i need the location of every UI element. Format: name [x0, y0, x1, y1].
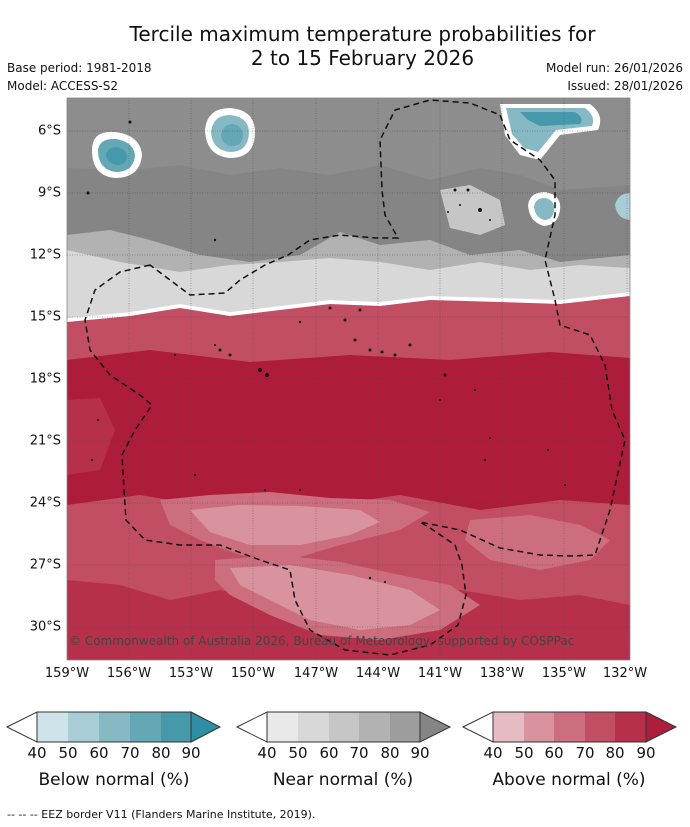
lon-label-159w: 159°W [44, 666, 90, 681]
lat-label-30s: 30°S [29, 619, 61, 635]
legend-below-tick: 60 [89, 744, 109, 762]
lon-label-147w: 147°W [293, 666, 339, 681]
eez-border [84, 99, 626, 656]
lat-label-27s: 27°S [29, 557, 61, 573]
lon-label-138w: 138°W [479, 666, 525, 681]
near-normal-light-patch [440, 185, 505, 235]
legend-below-normal [5, 711, 222, 743]
lat-label-6s: 6°S [37, 123, 61, 139]
legend-above-swatch [493, 712, 524, 742]
title-line-2: 2 to 15 February 2026 [250, 46, 475, 70]
model-name: Model: ACCESS-S2 [7, 79, 119, 93]
legend-near-swatch [298, 712, 329, 742]
legend-above-tick: 50 [514, 744, 534, 762]
legend-below-swatch [99, 712, 130, 742]
islands [86, 120, 566, 583]
legend-above-arrow-left [461, 711, 494, 743]
lat-label-12s: 12°S [29, 247, 61, 263]
legend-near-tick: 80 [380, 744, 400, 762]
legend-above-swatch [615, 712, 646, 742]
legend-above-arrow-right [645, 711, 678, 743]
legend-above-tick: 90 [636, 744, 656, 762]
legend-near-tick: 70 [349, 744, 369, 762]
legend-near-swatch [267, 712, 298, 742]
legend-near-swatch [359, 712, 390, 742]
issued-date: Issued: 28/01/2026 [567, 79, 683, 93]
graticule [67, 98, 630, 660]
lon-label-132w: 132°W [602, 666, 648, 681]
legend-near-arrow-left [235, 711, 268, 743]
legend-near-tick: 50 [288, 744, 308, 762]
base-period: Base period: 1981-2018 [7, 61, 152, 75]
legend-below-tick: 50 [58, 744, 78, 762]
lat-label-9s: 9°S [37, 185, 61, 201]
near-normal-transition-band [67, 250, 630, 318]
legend-above-tick: 40 [483, 744, 503, 762]
legend-below-swatch [68, 712, 99, 742]
legend-above-normal [461, 711, 678, 743]
lat-label-24s: 24°S [29, 495, 61, 511]
map-title: Tercile maximum temperature probabilitie… [0, 22, 690, 70]
lon-label-156w: 156°W [106, 666, 152, 681]
lon-label-135w: 135°W [541, 666, 587, 681]
lat-label-18s: 18°S [29, 371, 61, 387]
legend-near-tick: 60 [319, 744, 339, 762]
lon-label-141w: 141°W [417, 666, 463, 681]
legend-above-swatch [585, 712, 615, 742]
above-normal-90-band [67, 350, 630, 510]
legend-near-title: Near normal (%) [272, 770, 414, 790]
lon-label-144w: 144°W [355, 666, 401, 681]
legend-below-swatch [130, 712, 161, 742]
legend-below-arrow-left [5, 711, 38, 743]
legend-above-swatch [554, 712, 585, 742]
above-normal-70-east-patch [465, 515, 610, 570]
lat-label-21s: 21°S [29, 433, 61, 449]
lon-label-153w: 153°W [168, 666, 214, 681]
legend-near-tick: 40 [257, 744, 277, 762]
legend-below-title: Below normal (%) [38, 770, 190, 790]
meta-left: Base period: 1981-2018 Model: ACCESS-S2 [7, 59, 152, 95]
legend-above-tick: 70 [575, 744, 595, 762]
legend-below-tick: 90 [181, 744, 201, 762]
legend-near-swatch [329, 712, 359, 742]
legend-below-arrow-right [190, 711, 222, 743]
copyright-text: © Commonwealth of Australia 2026, Bureau… [69, 634, 574, 648]
legend-below-tick: 80 [151, 744, 171, 762]
map-frame [66, 97, 631, 661]
legend-below-tick: 70 [120, 744, 140, 762]
legend-above-tick: 80 [605, 744, 625, 762]
lat-label-15s: 15°S [29, 309, 61, 325]
legend-near-normal [235, 711, 452, 743]
legend-near-tick: 90 [410, 744, 430, 762]
eez-footnote: -- -- -- EEZ border V11 (Flanders Marine… [7, 808, 316, 821]
legend-near-arrow-right [419, 711, 452, 743]
map-area [67, 98, 630, 660]
legend-below-swatch [37, 712, 68, 742]
title-line-1: Tercile maximum temperature probabilitie… [129, 22, 596, 46]
meta-right: Model run: 26/01/2026 Issued: 28/01/2026 [546, 59, 683, 95]
legend-above-swatch [524, 712, 554, 742]
legend-near-swatch [390, 712, 420, 742]
legend-above-tick: 60 [544, 744, 564, 762]
legend-below-tick: 40 [27, 744, 47, 762]
model-run: Model run: 26/01/2026 [545, 61, 683, 75]
lon-label-150w: 150°W [230, 666, 276, 681]
legend-above-title: Above normal (%) [492, 770, 646, 790]
legend-below-swatch [161, 712, 191, 742]
